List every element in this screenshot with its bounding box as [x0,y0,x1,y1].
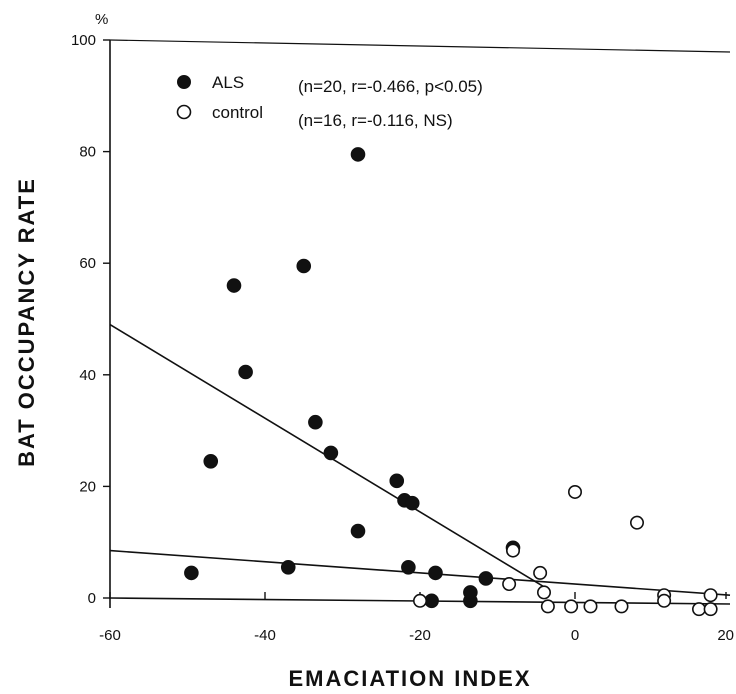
data-point-control [657,593,672,608]
data-point-als [463,585,478,600]
data-point-als [478,571,494,586]
data-point-als [296,258,312,274]
x-tick-label: -20 [409,627,431,644]
data-point-control [412,593,427,608]
plot-top-border [109,39,731,53]
y-axis-title: BAT OCCUPANCY RATE [14,177,39,467]
data-point-control [540,599,555,614]
regression-line-control [109,549,731,597]
legend-label-als: ALS [212,73,244,92]
data-point-control [703,588,718,603]
y-tick-label: 100 [71,32,96,49]
data-point-als [389,473,405,489]
data-point-als [280,560,296,575]
legend-marker-als [177,75,191,89]
data-point-control [614,599,629,614]
data-point-als [203,453,219,469]
legend: ALS (n=20, r=-0.466, p<0.05) control (n=… [176,73,483,130]
data-point-control [533,565,548,580]
data-point-als [350,147,366,162]
y-tick-label: 60 [79,255,96,272]
data-point-als [428,565,443,581]
data-point-control [703,602,718,617]
legend-stats-als: (n=20, r=-0.466, p<0.05) [298,77,483,96]
data-point-control [583,599,598,614]
data-point-als [308,414,323,430]
data-point-control [567,484,582,499]
data-point-als [401,560,416,575]
y-tick-label: 40 [79,367,96,384]
data-point-control [536,585,551,600]
data-point-control [505,543,520,558]
data-point-als [323,445,339,461]
legend-stats-control: (n=16, r=-0.116, NS) [298,111,453,130]
y-tick-label: 20 [79,478,96,495]
data-point-als [226,278,242,293]
data-points [184,147,718,617]
data-point-als [238,364,253,380]
x-tick-label: 0 [571,627,579,644]
y-tick-label: 80 [79,144,96,161]
x-axis-title: EMACIATION INDEX [288,666,531,691]
y-tick-label: 0 [88,590,96,607]
x-tick-label: -60 [99,627,121,644]
ticks: 0 20 40 60 80 100 -60 -40 -20 0 20 [71,32,734,644]
data-point-control [629,515,644,530]
x-tick-label: 20 [717,627,734,644]
data-point-control [691,602,706,617]
regression-lines [109,323,731,597]
legend-label-control: control [212,103,263,122]
data-point-als [184,565,199,581]
data-point-control [502,577,517,592]
x-tick-label: -40 [254,627,276,644]
legend-marker-control [176,104,192,120]
data-point-als [404,495,420,511]
y-axis-unit: % [95,11,108,28]
data-point-control [564,599,579,614]
data-point-als [350,523,366,539]
